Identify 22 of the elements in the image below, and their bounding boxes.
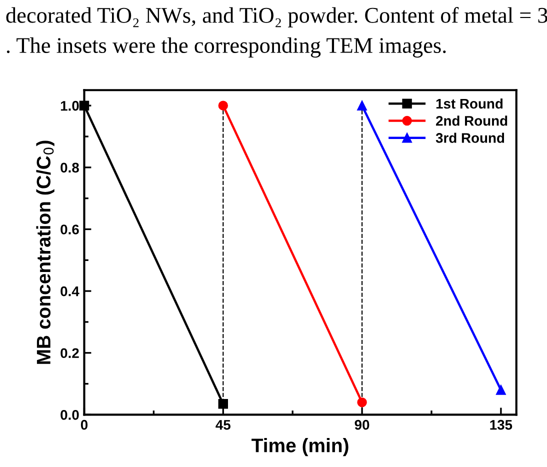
point: [357, 100, 367, 110]
legend-label: 3rd Round: [436, 132, 504, 143]
y-tick-label: 0.8: [60, 162, 79, 173]
y-tick-label: 0.4: [60, 286, 80, 296]
x-tick-label: 45: [216, 420, 230, 430]
x-tick-label: 135: [490, 420, 512, 430]
point: [496, 385, 506, 395]
legend-label: 2nd Round: [436, 116, 508, 126]
point: [218, 399, 228, 409]
text: . The insets were the corresponding TEM images.: [6, 37, 446, 58]
y-tick-label: 0.2: [60, 348, 79, 358]
point: [357, 397, 367, 408]
legend-label: 1st Round: [436, 98, 503, 109]
y-tick-label: 0.6: [60, 224, 79, 234]
x-axis-title: Time (min): [252, 438, 348, 456]
x-tick-label: 90: [354, 420, 370, 430]
text: decorated TiO₂ NWs, and TiO₂ powder. Content of metal = 3: [6, 7, 547, 28]
y-axis-title: MB concentration (C/C$_{0}$): [36, 140, 54, 364]
x-tick-label: 0: [80, 420, 88, 430]
y-tick-label: 0.0: [60, 410, 79, 420]
y-tick-label: 1.0: [60, 100, 79, 111]
point: [218, 100, 228, 110]
